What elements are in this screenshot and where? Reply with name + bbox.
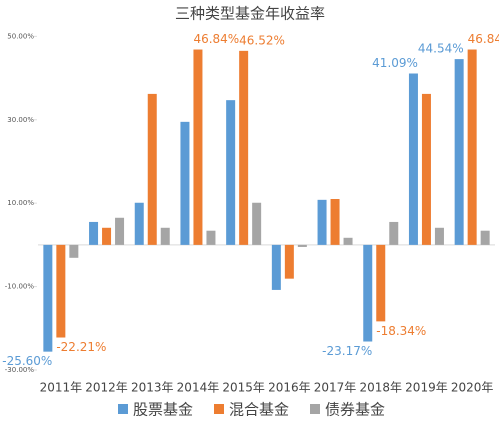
bar	[376, 244, 386, 322]
legend-swatch	[214, 404, 224, 414]
bar	[180, 121, 190, 245]
x-tick-label: 2011年	[40, 381, 83, 395]
legend-label: 混合基金	[229, 401, 289, 419]
y-tick-label: 30.00%	[7, 116, 34, 124]
bar	[271, 244, 281, 290]
bar	[89, 221, 99, 245]
data-label: -18.34%	[376, 324, 426, 338]
data-label: -25.60%	[2, 354, 52, 368]
x-tick-label: 2013年	[131, 381, 174, 395]
x-tick-label: 2020年	[451, 381, 494, 395]
legend-label: 债券基金	[325, 401, 385, 419]
bar	[115, 217, 125, 245]
bar	[147, 93, 157, 245]
x-tick-label: 2016年	[268, 381, 311, 395]
data-label: 46.84%	[468, 32, 499, 46]
x-tick-label: 2019年	[405, 381, 448, 395]
bar	[343, 237, 353, 245]
data-label: 41.09%	[372, 56, 418, 70]
x-tick-label: 2014年	[177, 381, 220, 395]
x-tick-label: 2015年	[222, 381, 265, 395]
bar	[408, 73, 418, 245]
bar	[56, 244, 66, 338]
bar	[330, 199, 340, 245]
legend-swatch	[118, 404, 128, 414]
data-label: 46.84%	[193, 32, 239, 46]
bar	[434, 227, 444, 245]
x-tick-label: 2012年	[85, 381, 128, 395]
bar	[134, 202, 144, 245]
data-label: -23.17%	[322, 344, 372, 358]
bar	[226, 100, 236, 245]
bar	[252, 202, 262, 245]
bar	[454, 59, 464, 245]
bar	[43, 244, 53, 352]
bar	[284, 244, 294, 279]
data-label: 44.54%	[418, 42, 464, 56]
bar	[160, 227, 170, 245]
y-tick-label: 10.00%	[7, 199, 34, 207]
y-tick-label: 50.00%	[7, 32, 34, 40]
bar	[363, 244, 373, 342]
bar	[193, 49, 203, 245]
data-label: -22.21%	[56, 340, 106, 354]
legend-label: 股票基金	[133, 401, 193, 419]
bar	[317, 199, 327, 245]
x-tick-label: 2018年	[359, 381, 402, 395]
data-label: 46.52%	[239, 33, 285, 47]
legend-swatch	[310, 404, 320, 414]
bar	[467, 49, 477, 245]
bar	[69, 244, 79, 258]
x-tick-label: 2017年	[314, 381, 357, 395]
bar	[102, 227, 112, 245]
bar	[421, 93, 431, 245]
bar	[206, 230, 216, 245]
chart-title: 三种类型基金年收益率	[175, 5, 325, 23]
bar	[297, 244, 307, 247]
y-tick-label: -10.00%	[5, 283, 35, 291]
y-tick-label: -30.00%	[5, 366, 35, 374]
bar	[480, 230, 490, 245]
bar	[239, 50, 249, 245]
bar	[389, 221, 399, 245]
